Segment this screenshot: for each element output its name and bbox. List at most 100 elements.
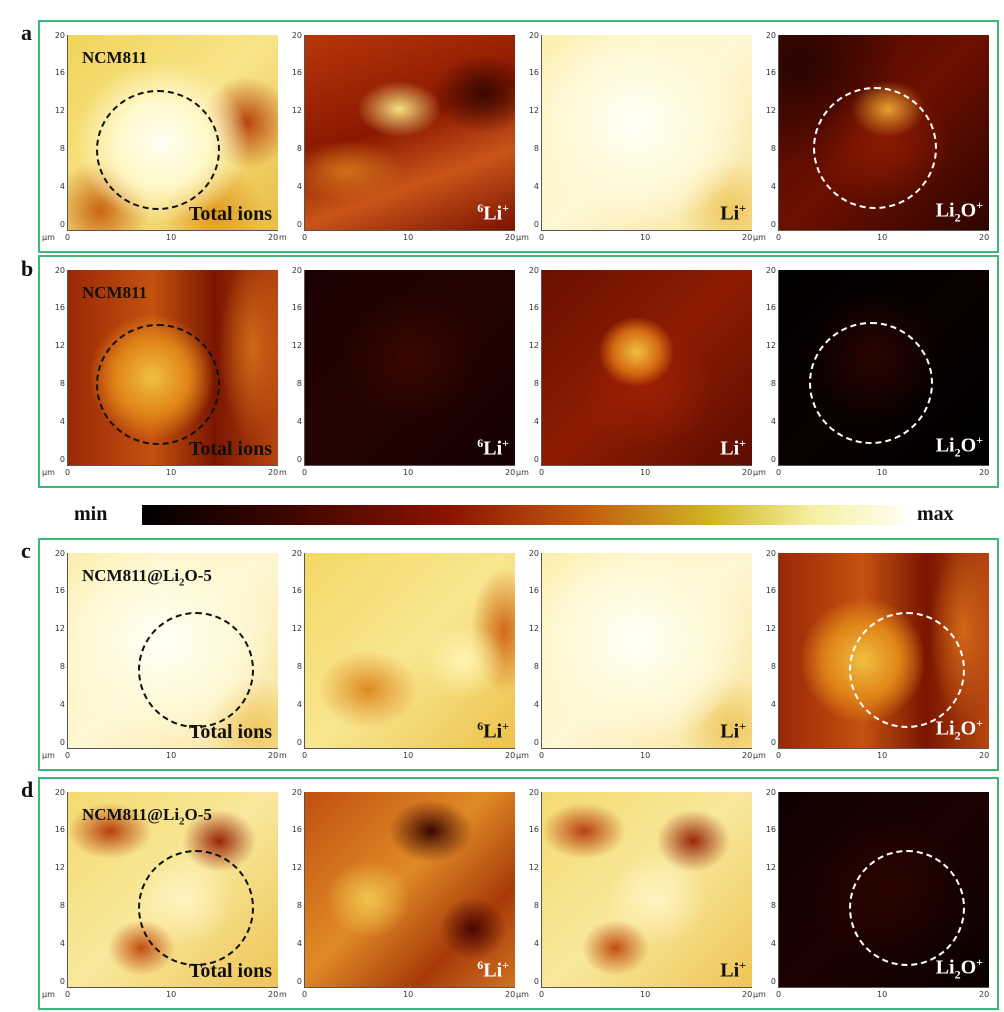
y-tick-label: 16 — [528, 68, 539, 77]
x-tick-label: 20 — [979, 468, 990, 477]
ion-intensity-map: Li2O+ — [779, 35, 989, 230]
map-panel: Li+ 20 16 12 8 4 0 0 10 20 µm — [516, 266, 753, 486]
y-tick-label: 8 — [296, 144, 302, 153]
x-tick-label: 10 — [166, 990, 177, 999]
y-tick-label: 12 — [765, 624, 776, 633]
y-tick-label: 16 — [528, 303, 539, 312]
map-panel: NCM811@Li2O-5 Total ions 20 16 12 8 4 0 0 10 20 µm — [42, 550, 278, 769]
x-tick-label: 20 — [268, 233, 279, 242]
map-panel: 6Li+ 20 16 12 8 4 0 0 10 20 m — [279, 31, 516, 251]
dashed-circle-marker — [813, 87, 937, 209]
axis-unit-label: m — [279, 990, 287, 999]
sample-label: NCM811@Li2O-5 — [82, 806, 212, 827]
panel-row-frame: NCM811 Total ions 20 16 12 8 4 0 0 10 20 µm 6Li+ 20 16… — [38, 20, 999, 253]
ion-label: Total ions — [189, 961, 272, 981]
ion-symbol: Li — [720, 960, 740, 982]
y-tick-label: 8 — [533, 901, 539, 910]
sample-subscript: 2 — [179, 815, 185, 828]
ion-label: Total ions — [189, 204, 272, 224]
x-axis-line — [541, 748, 752, 749]
y-tick-label: 20 — [528, 549, 539, 558]
ion-charge: + — [502, 958, 509, 973]
y-tick-label: 4 — [296, 417, 302, 426]
x-tick-label: 0 — [302, 233, 308, 242]
y-tick-label: 16 — [54, 586, 65, 595]
y-tick-label: 16 — [291, 303, 302, 312]
y-tick-label: 16 — [765, 825, 776, 834]
sample-label: NCM811@Li2O-5 — [82, 567, 212, 588]
panel-row-frame: NCM811 Total ions 20 16 12 8 4 0 0 10 20 µm 6Li+ 20 16… — [38, 255, 999, 488]
x-tick-label: 10 — [403, 990, 414, 999]
y-tick-label: 12 — [54, 863, 65, 872]
x-tick-label: 20 — [505, 233, 516, 242]
y-axis-line — [541, 35, 542, 231]
y-tick-label: 0 — [59, 455, 65, 464]
dashed-circle-marker — [849, 850, 965, 966]
y-tick-label: 12 — [528, 106, 539, 115]
ion-symbol: Li — [483, 721, 503, 743]
x-tick-label: 0 — [776, 468, 782, 477]
map-panel: Li+ 20 16 12 8 4 0 0 10 20 µm — [516, 32, 752, 251]
y-tick-label: 20 — [291, 31, 302, 40]
map-panel: NCM811 Total ions 20 16 12 8 4 0 0 10 20 µm — [42, 32, 279, 251]
y-tick-label: 12 — [291, 106, 302, 115]
x-tick-label: 0 — [539, 233, 545, 242]
ion-intensity-map: Li2O+ — [779, 270, 989, 465]
sample-name: NCM811 — [82, 48, 148, 67]
axis-unit-label: µm — [516, 990, 529, 999]
ion-total-text: Total ions — [188, 203, 272, 225]
y-tick-label: 16 — [54, 825, 65, 834]
x-tick-label: 10 — [166, 751, 177, 760]
y-tick-label: 8 — [770, 379, 776, 388]
x-tick-label: 20 — [505, 751, 516, 760]
x-axis-line — [304, 987, 515, 988]
y-tick-label: 20 — [54, 788, 65, 797]
y-axis-line — [304, 270, 305, 466]
ion-label: Total ions — [189, 439, 272, 459]
sample-label: NCM811 — [82, 49, 147, 66]
ion-symbol: Li — [720, 438, 740, 460]
x-tick-label: 10 — [877, 468, 888, 477]
y-tick-label: 20 — [54, 266, 65, 275]
ion-subscript: 2 — [954, 446, 961, 460]
x-tick-label: 20 — [742, 468, 753, 477]
y-tick-label: 20 — [765, 31, 776, 40]
y-tick-label: 8 — [533, 662, 539, 671]
ion-intensity-map: 6Li+ — [305, 270, 515, 465]
y-tick-label: 8 — [533, 379, 539, 388]
x-axis-line — [67, 465, 278, 466]
map-panel: NCM811 Total ions 20 16 12 8 4 0 0 10 20 µm — [42, 266, 278, 486]
y-tick-label: 0 — [533, 220, 539, 229]
map-panel: Li2O+ 20 16 12 8 4 0 0 10 20 µm — [753, 31, 989, 251]
panel-row-frame: NCM811@Li2O-5 Total ions 20 16 12 8 4 0 0 10 20 µm 6… — [38, 538, 999, 771]
y-axis-line — [67, 792, 68, 988]
dashed-circle-marker — [96, 324, 220, 445]
y-tick-label: 16 — [765, 68, 776, 77]
sample-name: NCM811 — [82, 283, 148, 302]
y-tick-label: 20 — [528, 266, 539, 275]
axis-unit-label: µm — [42, 233, 55, 242]
x-tick-label: 0 — [65, 468, 71, 477]
y-tick-label: 0 — [770, 220, 776, 229]
y-tick-label: 8 — [770, 144, 776, 153]
x-tick-label: 10 — [640, 233, 651, 242]
x-axis-line — [67, 748, 278, 749]
x-tick-label: 20 — [268, 990, 279, 999]
colorbar-max-label: max — [917, 503, 954, 525]
x-axis-line — [541, 230, 752, 231]
y-tick-label: 12 — [765, 106, 776, 115]
ion-label: Li2O+ — [936, 199, 983, 224]
y-tick-label: 8 — [533, 144, 539, 153]
isotope-superscript: 6 — [477, 719, 484, 734]
x-axis-line — [304, 465, 515, 466]
y-axis-line — [304, 553, 305, 749]
x-tick-label: 0 — [776, 990, 782, 999]
y-tick-label: 12 — [291, 341, 302, 350]
y-tick-label: 4 — [296, 182, 302, 191]
ion-label: Li+ — [720, 202, 746, 224]
x-tick-label: 0 — [65, 751, 71, 760]
y-tick-label: 8 — [59, 144, 65, 153]
ion-label: Total ions — [189, 722, 272, 742]
y-axis-line — [67, 35, 68, 231]
y-tick-label: 12 — [54, 106, 65, 115]
